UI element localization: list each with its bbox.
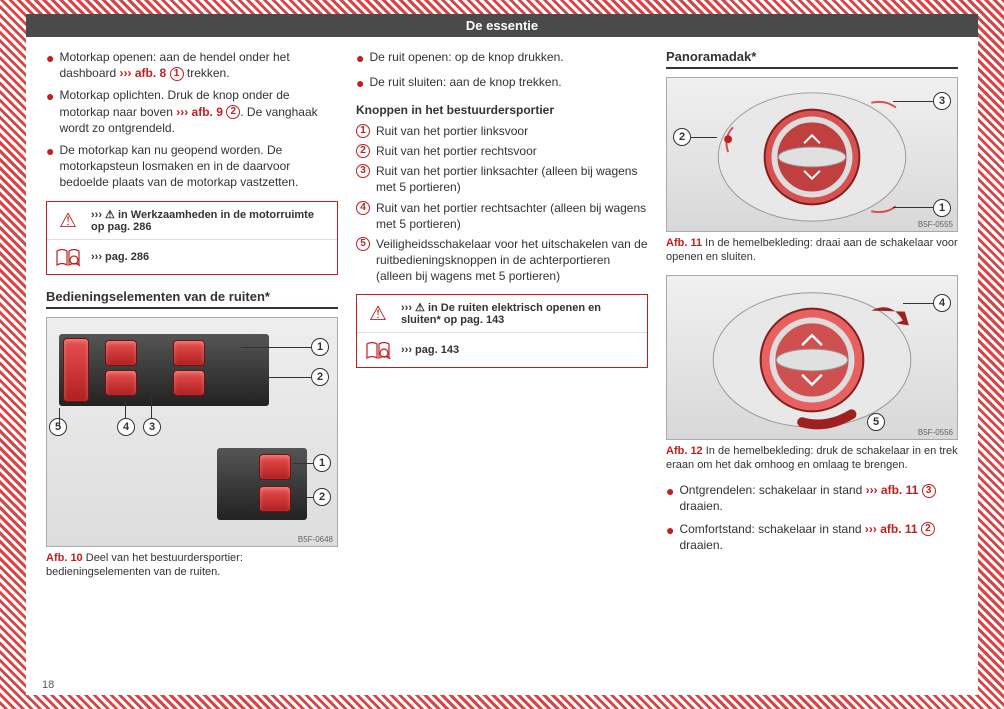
warning-triangle-icon: ⚠ (55, 209, 81, 231)
callout-1: 1 (311, 338, 329, 356)
warning-text: ››› pag. 286 (91, 251, 149, 263)
button-5-illustration (63, 338, 89, 402)
bullet-icon: ● (356, 49, 364, 68)
warning-row: ⚠ ››› ⚠ in De ruiten elektrisch openen e… (357, 295, 647, 332)
callout-4: 4 (933, 294, 951, 312)
figure-caption: Afb. 11 In de hemelbekleding: draai aan … (666, 236, 958, 265)
bullet-text: Motorkap oplichten. Druk de knop onder d… (59, 87, 338, 136)
figure-label: B5F-0556 (918, 428, 953, 437)
content-columns: ● Motorkap openen: aan de hendel onder h… (26, 37, 978, 597)
button-illustration (105, 340, 137, 366)
figure-panorama-dial-1: 2 3 1 B5F-0555 (666, 77, 958, 232)
bullet-text: Motorkap openen: aan de hendel onder het… (59, 49, 338, 81)
button-illustration (173, 370, 205, 396)
figure-panorama-dial-2: 4 5 B5F-0556 (666, 275, 958, 440)
column-3: Panoramadak* 2 3 1 (666, 49, 958, 589)
bullet-icon: ● (666, 521, 674, 553)
list-item: 4Ruit van het portier rechtsachter (alle… (356, 200, 648, 232)
bullet-item: ● Motorkap openen: aan de hendel onder h… (46, 49, 338, 81)
page-number: 18 (42, 679, 54, 691)
list-item: 3Ruit van het portier linksachter (allee… (356, 163, 648, 195)
bullet-icon: ● (46, 87, 54, 136)
bullet-item: ● De motorkap kan nu geopend worden. De … (46, 142, 338, 191)
warning-row: ››› pag. 286 (47, 239, 337, 274)
book-icon (365, 339, 391, 361)
bullet-item: ● De ruit sluiten: aan de knop trekken. (356, 74, 648, 93)
book-icon (55, 246, 81, 268)
manual-page: De essentie ● Motorkap openen: aan de he… (26, 14, 978, 695)
section-title: Bedieningselementen van de ruiten* (46, 289, 338, 309)
warning-box: ⚠ ››› ⚠ in Werkzaamheden in de motorruim… (46, 201, 338, 275)
page-header: De essentie (26, 14, 978, 37)
callout-5: 5 (867, 413, 885, 431)
bullet-icon: ● (356, 74, 364, 93)
warning-text: ››› ⚠ in Werkzaamheden in de motorruimte… (91, 208, 329, 233)
callout-2: 2 (311, 368, 329, 386)
figure-caption: Afb. 10 Deel van het bestuurdersportier:… (46, 551, 338, 580)
bullet-text: Comfortstand: schakelaar in stand ››› af… (679, 521, 958, 553)
bullet-item: ● De ruit openen: op de knop drukken. (356, 49, 648, 68)
bullet-item: ● Comfortstand: schakelaar in stand ››› … (666, 521, 958, 553)
bullet-text: De ruit sluiten: aan de knop trekken. (369, 74, 561, 93)
bullet-item: ● Ontgrendelen: schakelaar in stand ››› … (666, 482, 958, 514)
warning-text: ››› pag. 143 (401, 344, 459, 356)
bullet-item: ● Motorkap oplichten. Druk de knop onder… (46, 87, 338, 136)
figure-label: B5F-0555 (918, 220, 953, 229)
callout-1: 1 (313, 454, 331, 472)
section-title: Panoramadak* (666, 49, 958, 69)
column-2: ● De ruit openen: op de knop drukken. ● … (356, 49, 648, 589)
bullet-icon: ● (46, 49, 54, 81)
subsection-title: Knoppen in het bestuurdersportier (356, 103, 648, 117)
button-illustration (173, 340, 205, 366)
list-item: 5Veiligheidsschakelaar voor het uitschak… (356, 236, 648, 285)
callout-2: 2 (673, 128, 691, 146)
figure-window-controls: 1 2 5 4 3 1 2 B5F-0648 (46, 317, 338, 547)
warning-row: ⚠ ››› ⚠ in Werkzaamheden in de motorruim… (47, 202, 337, 239)
bullet-text: De motorkap kan nu geopend worden. De mo… (59, 142, 338, 191)
callout-3: 3 (143, 418, 161, 436)
warning-text: ››› ⚠ in De ruiten elektrisch openen en … (401, 301, 639, 326)
bullet-text: De ruit openen: op de knop drukken. (369, 49, 563, 68)
figure-label: B5F-0648 (298, 535, 333, 544)
figure-caption: Afb. 12 In de hemelbekleding: druk de sc… (666, 444, 958, 473)
warning-box: ⚠ ››› ⚠ in De ruiten elektrisch openen e… (356, 294, 648, 368)
callout-1: 1 (933, 199, 951, 217)
button-illustration (259, 454, 291, 480)
list-item: 1Ruit van het portier linksvoor (356, 123, 648, 139)
callout-2: 2 (313, 488, 331, 506)
bullet-text: Ontgrendelen: schakelaar in stand ››› af… (679, 482, 958, 514)
button-illustration (259, 486, 291, 512)
warning-triangle-icon: ⚠ (365, 303, 391, 325)
numbered-list: 1Ruit van het portier linksvoor 2Ruit va… (356, 123, 648, 285)
bullet-icon: ● (666, 482, 674, 514)
warning-row: ››› pag. 143 (357, 332, 647, 367)
bullet-icon: ● (46, 142, 54, 191)
button-illustration (105, 370, 137, 396)
callout-5: 5 (49, 418, 67, 436)
callout-4: 4 (117, 418, 135, 436)
list-item: 2Ruit van het portier rechtsvoor (356, 143, 648, 159)
column-1: ● Motorkap openen: aan de hendel onder h… (46, 49, 338, 589)
callout-3: 3 (933, 92, 951, 110)
